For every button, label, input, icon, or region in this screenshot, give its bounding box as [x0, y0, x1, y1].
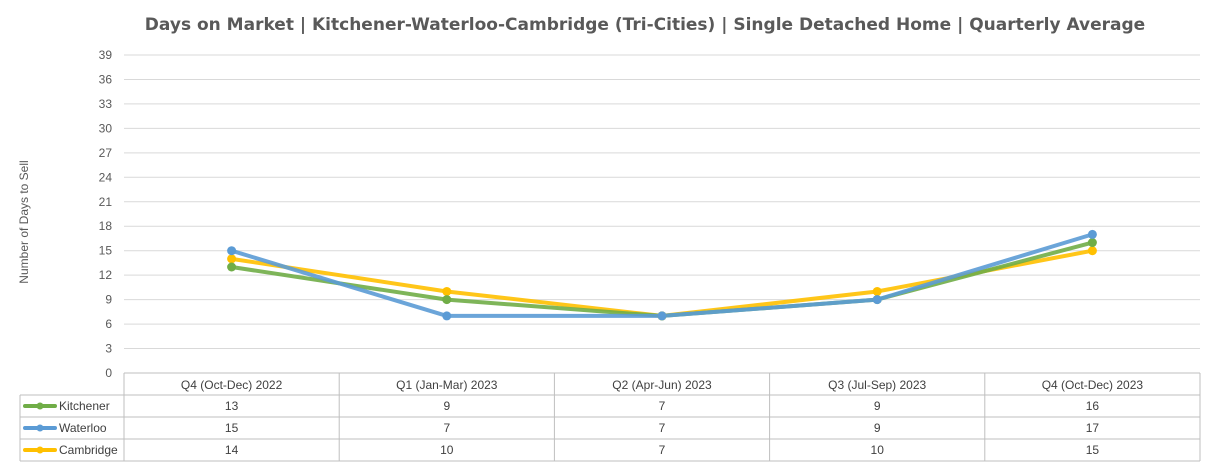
y-tick-label: 21: [99, 195, 113, 209]
y-tick-label: 15: [99, 244, 113, 258]
table-cell-value: 15: [1086, 443, 1100, 457]
data-point-cambridge: [1087, 246, 1097, 256]
data-point-waterloo: [657, 311, 667, 321]
data-point-kitchener: [442, 295, 452, 305]
chart-title: Days on Market | Kitchener-Waterloo-Camb…: [145, 15, 1145, 35]
x-category-label: Q4 (Oct-Dec) 2022: [181, 378, 283, 392]
legend-label: Cambridge: [59, 443, 118, 457]
table-cell-value: 10: [440, 443, 454, 457]
y-tick-label: 12: [99, 268, 113, 282]
y-tick-label: 0: [105, 366, 112, 380]
series-lines: [227, 229, 1097, 321]
data-point-cambridge: [227, 254, 237, 264]
y-tick-label: 3: [105, 342, 112, 356]
x-category-label: Q3 (Jul-Sep) 2023: [828, 378, 926, 392]
data-point-waterloo: [1087, 229, 1097, 239]
y-tick-label: 39: [99, 48, 113, 62]
x-category-label: Q4 (Oct-Dec) 2023: [1042, 378, 1144, 392]
y-tick-label: 9: [105, 293, 112, 307]
x-category-label: Q1 (Jan-Mar) 2023: [396, 378, 498, 392]
table-cell-value: 7: [443, 421, 450, 435]
table-cell-value: 9: [443, 399, 450, 413]
table-cell-value: 9: [874, 399, 881, 413]
legend-label: Kitchener: [59, 399, 110, 413]
table-cell-value: 7: [659, 421, 666, 435]
y-tick-label: 24: [99, 170, 113, 184]
table-cell-value: 13: [225, 399, 239, 413]
legend-label: Waterloo: [59, 421, 107, 435]
table-cell-value: 17: [1086, 421, 1100, 435]
legend-key-marker: [36, 424, 44, 432]
y-tick-label: 36: [99, 72, 113, 86]
table-cell-value: 9: [874, 421, 881, 435]
table-cell-value: 14: [225, 443, 239, 457]
y-tick-label: 18: [99, 219, 113, 233]
data-point-kitchener: [1087, 238, 1097, 248]
data-point-cambridge: [442, 286, 452, 296]
legend-key-marker: [36, 446, 44, 454]
series-line-cambridge: [229, 248, 1095, 318]
y-tick-label: 30: [99, 121, 113, 135]
data-point-kitchener: [227, 262, 237, 272]
y-tick-label: 6: [105, 317, 112, 331]
gridlines: [124, 54, 1200, 350]
x-category-label: Q2 (Apr-Jun) 2023: [612, 378, 712, 392]
data-point-waterloo: [872, 295, 882, 305]
table-cell-value: 16: [1086, 399, 1100, 413]
y-tick-label: 33: [99, 97, 113, 111]
table-cell-value: 7: [659, 443, 666, 457]
data-point-waterloo: [227, 246, 237, 256]
table-cell-value: 10: [871, 443, 885, 457]
data-table: Q4 (Oct-Dec) 2022 Q1 (Jan-Mar) 2023 Q2 (Ap…: [19, 372, 1201, 462]
y-axis-label: Number of Days to Sell: [17, 160, 31, 283]
table-cell-value: 15: [225, 421, 239, 435]
data-point-waterloo: [442, 311, 452, 321]
data-point-cambridge: [872, 286, 882, 296]
table-cell-value: 7: [659, 399, 666, 413]
y-tick-label: 27: [99, 146, 113, 160]
legend-key-marker: [36, 402, 44, 410]
